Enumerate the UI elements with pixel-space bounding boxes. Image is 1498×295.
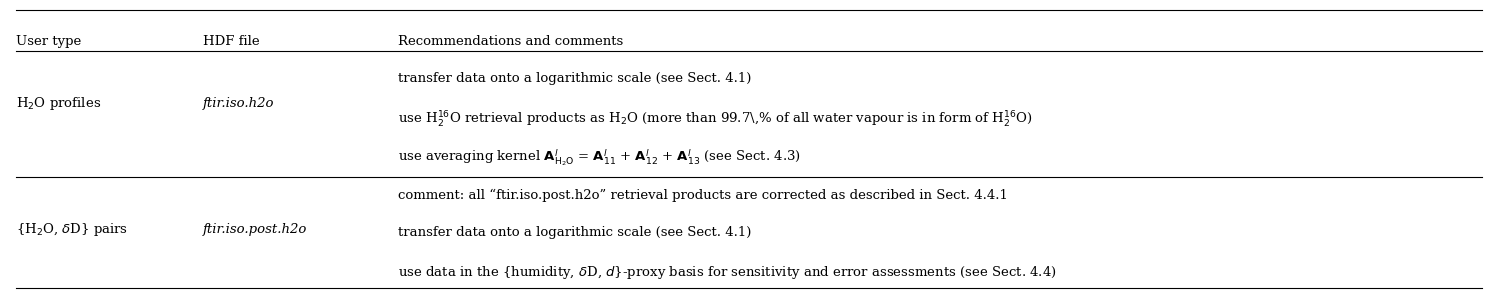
Text: use averaging kernel $\mathbf{A}^l_{\mathrm{H_2O}}$ = $\mathbf{A}^l_{11}$ + $\ma: use averaging kernel $\mathbf{A}^l_{\mat… [397,148,800,168]
Text: Recommendations and comments: Recommendations and comments [397,35,623,48]
Text: ftir.iso.h2o: ftir.iso.h2o [204,97,274,110]
Text: transfer data onto a logarithmic scale (see Sect. 4.1): transfer data onto a logarithmic scale (… [397,226,750,240]
Text: HDF file: HDF file [204,35,259,48]
Text: use data in the {humidity, $\delta$D, $d$}-proxy basis for sensitivity and error: use data in the {humidity, $\delta$D, $d… [397,264,1056,281]
Text: {H$_2$O, $\delta$D} pairs: {H$_2$O, $\delta$D} pairs [16,221,129,238]
Text: H$_2$O profiles: H$_2$O profiles [16,95,102,112]
Text: ftir.iso.post.h2o: ftir.iso.post.h2o [204,223,307,236]
Text: comment: all “ftir.iso.post.h2o” retrieval products are corrected as described i: comment: all “ftir.iso.post.h2o” retriev… [397,189,1008,202]
Text: use H$_2^{16}$O retrieval products as H$_2$O (more than 99.7\,% of all water vap: use H$_2^{16}$O retrieval products as H$… [397,109,1032,130]
Text: transfer data onto a logarithmic scale (see Sect. 4.1): transfer data onto a logarithmic scale (… [397,71,750,85]
Text: User type: User type [16,35,81,48]
